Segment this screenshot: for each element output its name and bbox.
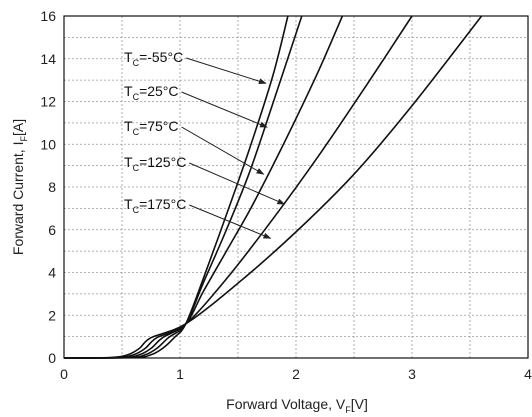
annotation-arrow [189, 162, 286, 205]
y-tick-labels: 0 2 4 6 8 10 12 14 16 [40, 8, 56, 366]
series-label: TC=125°C [124, 154, 186, 173]
x-axis-title-sub: F [345, 405, 351, 415]
series-lines [63, 15, 483, 359]
series-label: TC=175°C [124, 196, 186, 215]
plot-frame [63, 15, 529, 359]
x-tick-label: 0 [60, 366, 68, 382]
y-axis-title-main: Forward Current, I [10, 142, 26, 256]
series-label: TC=75°C [124, 118, 179, 137]
y-axis-title-unit: [A] [10, 119, 26, 136]
annotation-arrow [189, 204, 272, 239]
annotation-arrow [181, 126, 265, 175]
series-label: TC=-55°C [124, 49, 183, 68]
x-tick-label: 4 [524, 366, 532, 382]
y-tick-label: 0 [48, 350, 56, 366]
x-axis-title: Forward Voltage, VF[V] [226, 396, 368, 415]
x-axis-title-main: Forward Voltage, V [226, 396, 346, 412]
series-line-1 [63, 15, 303, 359]
series-line-2 [63, 15, 344, 359]
y-tick-label: 14 [40, 51, 56, 67]
annotation-arrow [181, 91, 268, 128]
x-tick-label: 3 [408, 366, 416, 382]
x-tick-labels: 0 1 2 3 4 [60, 366, 532, 382]
series-label: TC=25°C [124, 83, 179, 102]
y-axis-title-sub: F [19, 136, 29, 142]
x-tick-label: 1 [176, 366, 184, 382]
x-axis-title-unit: [V] [351, 396, 368, 412]
series-line-3 [63, 15, 413, 359]
y-tick-label: 2 [48, 307, 56, 323]
y-tick-label: 10 [40, 136, 56, 152]
y-tick-label: 12 [40, 94, 56, 110]
grid [64, 16, 528, 358]
y-tick-label: 8 [48, 179, 56, 195]
series-annotations: TC=-55°C TC=25°C TC=75°C TC=125°C TC=175°C [124, 49, 286, 239]
x-tick-label: 2 [292, 366, 300, 382]
y-axis-title: Forward Current, IF[A] [10, 119, 29, 255]
y-tick-label: 6 [48, 222, 56, 238]
annotation-arrow [186, 57, 267, 85]
y-tick-label: 4 [48, 265, 56, 281]
series-line-4 [63, 15, 483, 359]
y-tick-label: 16 [40, 8, 56, 24]
